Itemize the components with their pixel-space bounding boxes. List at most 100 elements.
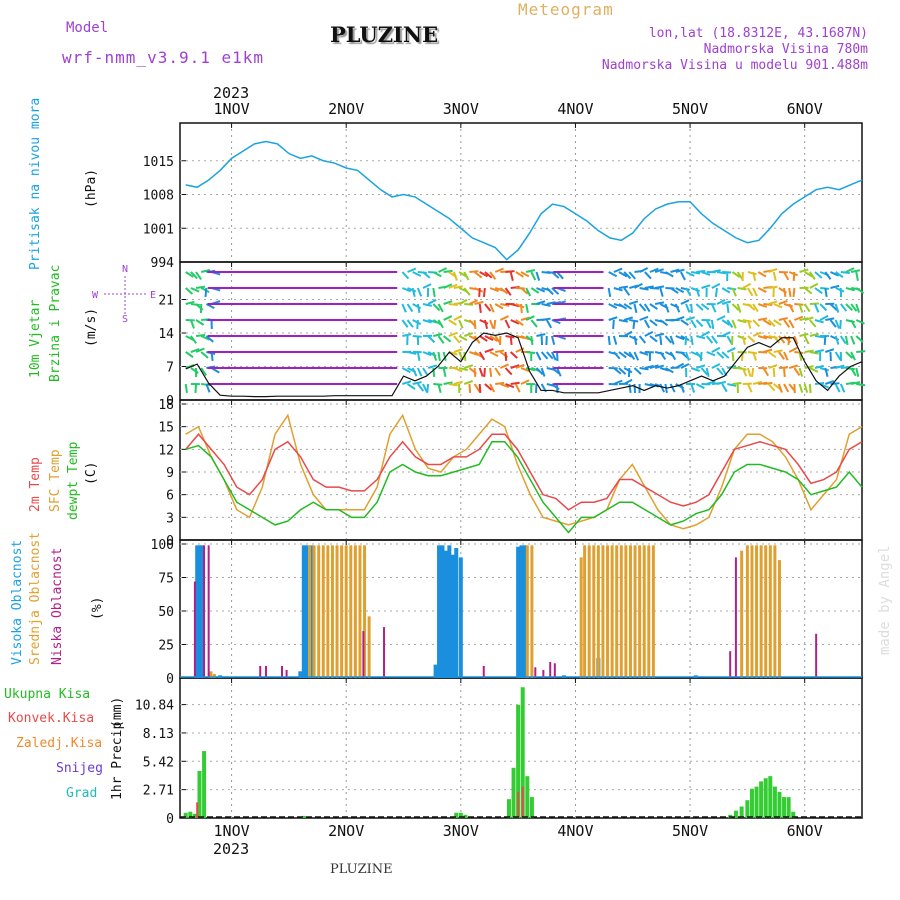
wind-barb bbox=[613, 367, 622, 375]
precip-total-bar bbox=[506, 799, 511, 818]
wind-barb bbox=[406, 319, 414, 328]
x-tick-label-top: 5NOV bbox=[672, 100, 708, 118]
wind-barb bbox=[675, 268, 685, 273]
wind-barb bbox=[613, 351, 621, 360]
wind-barb bbox=[824, 379, 835, 385]
wind-barb bbox=[628, 271, 636, 280]
wind-barb bbox=[803, 383, 809, 393]
wind-barb bbox=[850, 269, 861, 273]
precip-total-bar bbox=[183, 812, 188, 818]
mid-cloud-bar bbox=[596, 545, 600, 678]
wind-barb bbox=[839, 319, 842, 330]
low-cloud-bar bbox=[482, 665, 485, 678]
wind-barb bbox=[489, 287, 499, 293]
wind-barb bbox=[489, 351, 499, 358]
wind-barb bbox=[210, 351, 214, 362]
precip-convective-bar bbox=[521, 786, 524, 818]
wind-barb bbox=[437, 383, 442, 393]
mid-cloud-bar bbox=[606, 545, 610, 678]
wind-barb bbox=[453, 335, 461, 344]
x-tick-label-bottom: 2NOV bbox=[328, 822, 364, 840]
precip-total-bar bbox=[777, 791, 782, 818]
compass-e: E bbox=[150, 290, 156, 301]
wind-barb bbox=[443, 315, 453, 321]
wind-barb bbox=[463, 287, 471, 296]
wind-barb bbox=[474, 351, 483, 358]
wind-barb bbox=[551, 271, 560, 279]
legend-hail: Grad bbox=[66, 786, 98, 801]
wind-barb bbox=[783, 383, 790, 393]
mid-cloud-bar bbox=[642, 545, 646, 678]
precip-convective-bar bbox=[196, 802, 199, 818]
wind-barb bbox=[520, 303, 523, 314]
mid-cloud-bar bbox=[773, 545, 777, 678]
precip-total-bar bbox=[301, 815, 306, 818]
wind-barb bbox=[747, 271, 757, 276]
pressure-series-line bbox=[185, 140, 863, 261]
high-cloud-bar bbox=[450, 554, 455, 678]
wind-barb bbox=[675, 335, 685, 341]
wind-barb bbox=[701, 284, 711, 289]
wind-barb bbox=[762, 367, 770, 377]
wind-barb bbox=[814, 271, 823, 279]
wind-barb bbox=[402, 333, 412, 337]
mid-cloud-bar bbox=[312, 545, 316, 678]
pressure-units: (hPa) bbox=[84, 168, 99, 208]
wind-barb bbox=[494, 303, 504, 310]
wind-barb bbox=[504, 287, 512, 296]
wind-barb bbox=[463, 351, 467, 362]
wind-barb bbox=[520, 271, 530, 278]
precip-total-bar bbox=[188, 811, 193, 818]
wind-barb bbox=[721, 287, 731, 294]
wind-barb bbox=[711, 283, 721, 289]
precip-total-bar bbox=[759, 781, 764, 818]
mid-cloud-bar bbox=[530, 545, 534, 678]
compass-s: S bbox=[122, 314, 128, 325]
wind-barb bbox=[402, 380, 412, 385]
wind-barb bbox=[608, 271, 618, 278]
precip-total-bar bbox=[749, 788, 754, 818]
wind-barb bbox=[422, 283, 432, 289]
meteogram-label: Meteogram bbox=[518, 0, 614, 19]
wind-barb bbox=[468, 299, 479, 305]
wind-barb bbox=[458, 319, 464, 329]
wind-barb bbox=[721, 383, 728, 393]
mid-cloud-bar bbox=[344, 545, 348, 678]
y-tick-label: 14 bbox=[158, 327, 174, 342]
wind-barb bbox=[185, 351, 194, 359]
wind-barb bbox=[468, 383, 472, 394]
wind-barb bbox=[731, 303, 740, 312]
wind-barb bbox=[644, 364, 654, 369]
wind-barb bbox=[752, 319, 761, 328]
y-tick-label: 25 bbox=[158, 639, 174, 654]
wind-barb bbox=[546, 301, 556, 305]
wind-barb bbox=[401, 303, 407, 313]
wind-barb bbox=[495, 349, 505, 353]
wind-barb bbox=[556, 367, 562, 377]
precip-total-bar bbox=[768, 776, 773, 818]
wind-barb bbox=[484, 303, 492, 312]
wind-barb bbox=[633, 335, 638, 346]
legend-convective: Konvek.Kisa bbox=[8, 711, 95, 726]
mid-cloud-bar bbox=[638, 545, 642, 678]
wind-barb bbox=[731, 351, 735, 362]
wind-barb bbox=[195, 271, 202, 281]
mid-cloud-bar bbox=[624, 545, 628, 678]
y-tick-label: 75 bbox=[158, 572, 174, 587]
mid-cloud-bar bbox=[764, 545, 768, 678]
y-tick-label: 0 bbox=[166, 394, 174, 409]
high-cloud-label: Visoka Oblacnost bbox=[10, 539, 25, 665]
wind-barb bbox=[731, 319, 737, 329]
wind-barb bbox=[659, 319, 669, 327]
wind-barb bbox=[406, 383, 416, 390]
wind-barb bbox=[478, 287, 481, 298]
wind-barb bbox=[200, 268, 211, 273]
wind-barb bbox=[809, 319, 817, 328]
precip-total-bar bbox=[772, 786, 777, 818]
wind-barb bbox=[551, 287, 560, 295]
wind-barb bbox=[422, 319, 432, 324]
wind-barb bbox=[793, 367, 801, 376]
wind-barb bbox=[623, 367, 633, 374]
wind-barb bbox=[608, 303, 618, 309]
wind-barb bbox=[788, 303, 795, 313]
